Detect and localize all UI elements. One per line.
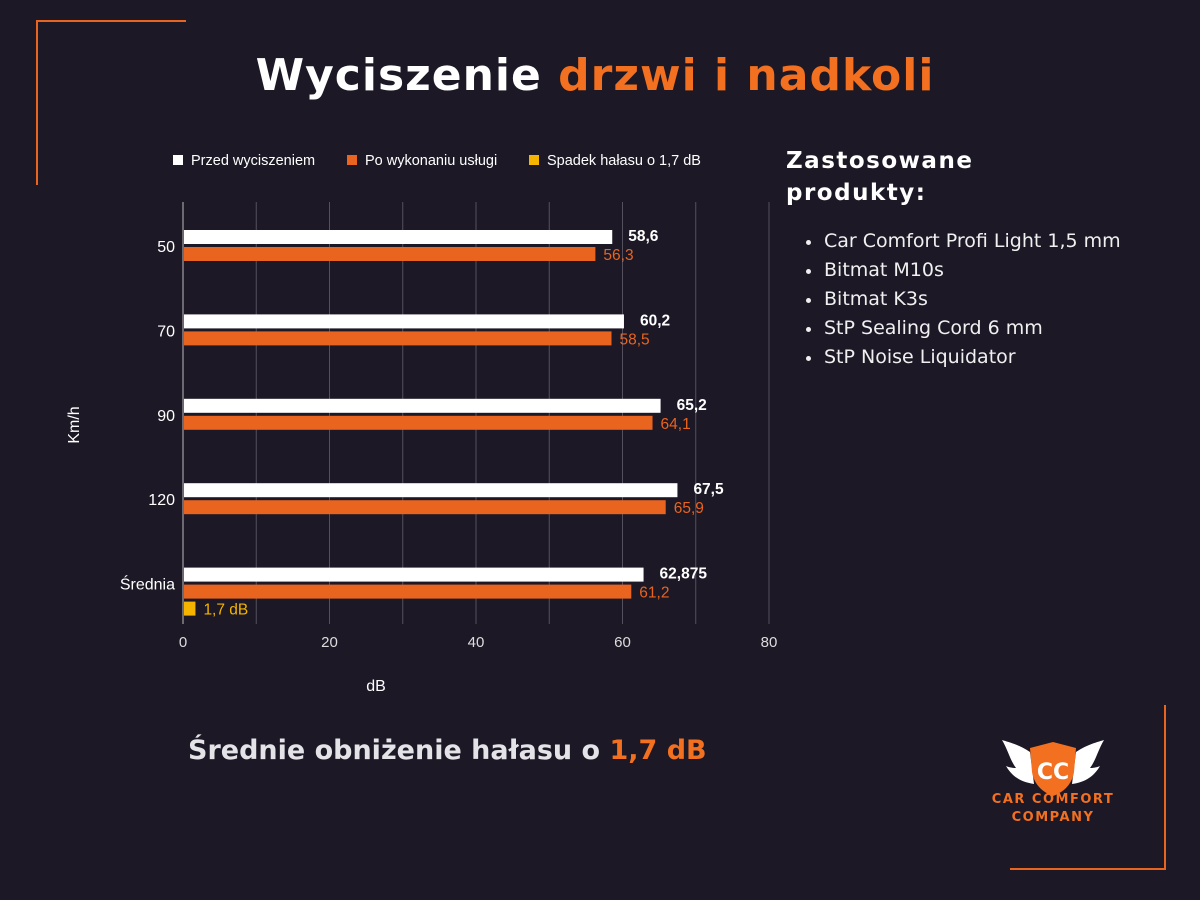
y-tick-label: Średnia (120, 575, 175, 594)
data-label: 61,2 (639, 585, 669, 602)
y-tick-label: 120 (148, 492, 175, 509)
summary-label: Średnie obniżenie hałasu o (188, 735, 610, 766)
products-list: Car Comfort Profi Light 1,5 mm Bitmat M1… (786, 227, 1186, 372)
legend-swatch (529, 155, 539, 165)
bar (184, 500, 666, 515)
logo-line2: COMPANY (1011, 810, 1095, 825)
bar (184, 314, 624, 329)
product-item: Bitmat K3s (822, 285, 1186, 314)
product-item: Bitmat M10s (822, 256, 1186, 285)
x-tick-label: 40 (468, 634, 485, 651)
logo-monogram: CC (1037, 760, 1069, 785)
data-label: 65,2 (677, 397, 707, 414)
products-panel: Zastosowane produkty: Car Comfort Profi … (786, 145, 1186, 372)
legend-label: Spadek hałasu o 1,7 dB (547, 153, 701, 169)
legend-label: Przed wyciszeniem (191, 153, 315, 169)
logo-line1: CAR COMFORT (991, 792, 1115, 807)
x-tick-label: 20 (321, 634, 338, 651)
bar (184, 567, 644, 582)
data-label: 1,7 dB (203, 602, 248, 619)
products-heading: Zastosowane produkty: (786, 145, 1186, 209)
bar (184, 398, 661, 413)
summary-value: 1,7 dB (609, 735, 707, 766)
summary-text: Średnie obniżenie hałasu o 1,7 dB (188, 735, 707, 766)
bar (184, 415, 653, 430)
product-item: Car Comfort Profi Light 1,5 mm (822, 227, 1186, 256)
title-part-accent: drzwi i nadkoli (558, 50, 935, 101)
y-tick-label: 90 (157, 408, 175, 425)
x-axis-label: dB (366, 678, 386, 695)
noise-bar-chart: Przed wyciszeniem Po wykonaniu usługi Spad… (40, 140, 800, 710)
y-axis-label: Km/h (66, 406, 83, 443)
winged-shield-icon: CC (1002, 740, 1104, 796)
bar (184, 601, 196, 616)
data-label: 65,9 (674, 500, 704, 517)
page-title: Wyciszenie drzwi i nadkoli (0, 50, 1190, 101)
bar (184, 584, 632, 599)
legend-swatch (347, 155, 357, 165)
product-item: StP Sealing Cord 6 mm (822, 314, 1186, 343)
data-label: 64,1 (661, 416, 691, 433)
bar (184, 483, 678, 498)
title-part-white: Wyciszenie (255, 50, 559, 101)
data-label: 56,3 (603, 247, 633, 264)
product-item: StP Noise Liquidator (822, 343, 1186, 372)
bar (184, 230, 613, 244)
bar (184, 247, 596, 261)
y-tick-label: 70 (157, 323, 175, 340)
frame-corner-bottom-right-vertical (1164, 705, 1166, 870)
products-heading-line2: produkty: (786, 180, 927, 206)
company-logo: CC CAR COMFORT COMPANY (968, 738, 1138, 838)
x-tick-label: 0 (179, 634, 187, 651)
y-tick-label: 50 (157, 239, 175, 256)
data-label: 60,2 (640, 312, 670, 329)
data-label: 62,875 (660, 566, 708, 583)
legend-label: Po wykonaniu usługi (365, 153, 497, 169)
legend-swatch (173, 155, 183, 165)
frame-corner-bottom-right (1010, 868, 1166, 870)
frame-corner-top-left (36, 20, 186, 22)
frame-corner-top-left-vertical (36, 20, 38, 185)
x-tick-label: 80 (761, 634, 778, 651)
chart-svg: Przed wyciszeniem Po wykonaniu usługi Spad… (66, 153, 778, 695)
products-heading-line1: Zastosowane (786, 148, 974, 174)
bar (184, 331, 612, 346)
x-tick-label: 60 (614, 634, 631, 651)
data-label: 58,5 (620, 331, 650, 348)
data-label: 58,6 (628, 228, 659, 245)
data-label: 67,5 (693, 481, 724, 498)
